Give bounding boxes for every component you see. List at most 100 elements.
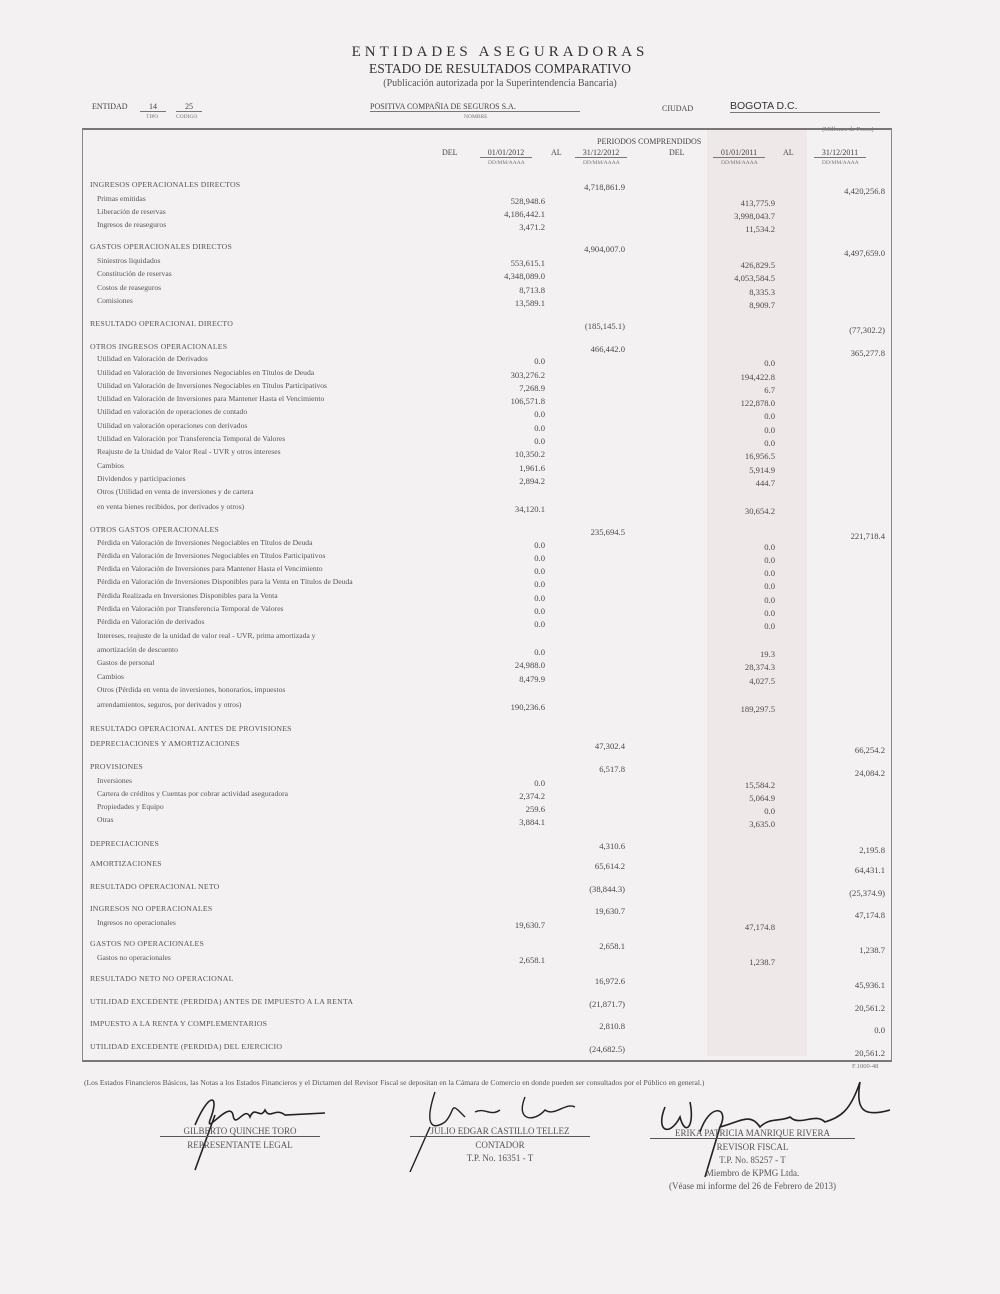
value-2012-total: 4,904,007.0 [584,244,625,254]
value-2012-total: 4,718,861.9 [584,182,625,192]
value-2011-detail: 0.0 [764,581,775,591]
section-label: RESULTADO OPERACIONAL ANTES DE PROVISION… [90,724,292,733]
value-2011-detail: 0.0 [764,542,775,552]
statement-table [82,128,892,1062]
p2-to: 31/12/2011 [814,148,866,158]
title-entidades: ENTIDADES ASEGURADORAS [351,44,649,60]
value-2012-detail: 3,471.2 [519,222,545,232]
value-2011-detail: 0.0 [764,608,775,618]
line-item-label: Pérdida en Valoración de Inversiones Neg… [97,538,313,547]
ciudad-label: CIUDAD [662,104,694,113]
line-item-label: Cambios [97,672,125,681]
entidad-codigo: 25 [176,102,202,112]
value-2011-detail: 0.0 [764,568,775,578]
section-label: OTROS GASTOS OPERACIONALES [90,525,219,534]
line-item-label: Cartera de créditos y Cuentas por cobrar… [97,789,289,798]
value-2012-detail: 0.0 [534,423,545,433]
sig3-role: REVISOR FISCAL [716,1142,789,1152]
section-label: INGRESOS OPERACIONALES DIRECTOS [90,180,241,189]
value-2011-total: 1,238.7 [859,945,885,955]
value-2011-detail: 5,064.9 [749,793,775,803]
value-2011-total: 365,277.8 [850,348,885,358]
value-2011-total: 4,420,256.8 [844,186,885,196]
value-2011-detail: 16,956.5 [744,451,775,461]
section-label: UTILIDAD EXCEDENTE (PERDIDA) DEL EJERCIC… [90,1042,283,1051]
title-estado: ESTADO DE RESULTADOS COMPARATIVO [369,61,631,76]
line-item-label: Pérdida en Valoración de derivados [97,617,205,626]
line-item-label: Otros (Utilidad en venta de inversiones … [97,487,254,496]
section-label: AMORTIZACIONES [90,859,162,868]
value-2011-detail: 122,878.0 [740,398,775,408]
value-2012-total: 19,630.7 [594,906,625,916]
value-2012-detail: 0.0 [534,579,545,589]
value-2011-detail: 413,775.9 [740,198,775,208]
line-item-label: Pérdida en Valoración de Inversiones Dis… [97,577,353,586]
value-2011-total: 2,195.8 [859,845,885,855]
section-label: DEPRECIACIONES [90,839,160,848]
al-label-2: AL [783,148,794,157]
value-2012-total: 47,302.4 [594,741,625,751]
value-2012-total: 16,972.6 [594,976,625,986]
value-2011-detail: 444.7 [755,478,775,488]
value-2012-detail: 13,589.1 [514,298,545,308]
entidad-tipo: 14 [140,102,166,112]
value-2011-detail: 0.0 [764,595,775,605]
line-item-label: Utilidad en Valoración de Derivados [97,354,208,363]
value-2012-detail: 0.0 [534,540,545,550]
value-2012-detail: 106,571.8 [510,396,545,406]
sig2-name: JULIO EDGAR CASTILLO TELLEZ [410,1126,590,1137]
value-2012-detail: 0.0 [534,356,545,366]
section-label: RESULTADO OPERACIONAL NETO [90,882,220,891]
value-2011-detail: 0.0 [764,806,775,816]
value-2011-detail: 189,297.5 [740,704,775,714]
value-2012-detail: 10,350.2 [514,449,545,459]
line-item-label: Propiedades y Equipo [97,802,164,811]
value-2012-total: 2,658.1 [599,941,625,951]
line-item-label: Dividendos y participaciones [97,474,186,483]
line-item-label: Utilidad en Valoración de Inversiones Ne… [97,368,315,377]
value-2012-detail: 0.0 [534,647,545,657]
value-2011-detail: 194,422.8 [740,372,775,382]
line-item-label: Reajuste de la Unidad de Valor Real - UV… [97,447,281,456]
value-2012-total: 65,614.2 [594,861,625,871]
p2-from-caption: DD/MM/AAAA [721,160,758,166]
line-item-label: Siniestros liquidados [97,256,161,265]
p2-from: 01/01/2011 [713,148,765,158]
value-2012-total: 235,694.5 [590,527,625,537]
value-2011-detail: 4,027.5 [749,676,775,686]
section-label: IMPUESTO A LA RENTA Y COMPLEMENTARIOS [90,1019,268,1028]
line-item-label: Utilidad en Valoración de Inversiones pa… [97,394,325,403]
sig3-firm: Miembro de KPMG Ltda. [705,1168,800,1178]
line-item-label: Pérdida en Valoración de Inversiones Neg… [97,551,326,560]
section-label: RESULTADO NETO NO OPERACIONAL [90,974,234,983]
del-label-1: DEL [442,148,458,157]
value-2011-detail: 426,829.5 [740,260,775,270]
value-2012-detail: 7,268.9 [519,383,545,393]
value-2011-detail: 8,909.7 [749,300,775,310]
value-2011-detail: 8,335.3 [749,287,775,297]
del-label-2: DEL [669,148,685,157]
value-2011-detail: 0.0 [764,438,775,448]
line-item-label: Constitución de reservas [97,269,172,278]
section-label: GASTOS OPERACIONALES DIRECTOS [90,242,232,251]
p1-from-caption: DD/MM/AAAA [488,160,525,166]
value-2011-detail: 19.3 [759,649,775,659]
line-item-label: Otros (Pérdida en venta de inversiones, … [97,685,286,694]
value-2012-detail: 0.0 [534,566,545,576]
value-2012-detail: 259.6 [525,804,545,814]
section-label: INGRESOS NO OPERACIONALES [90,904,213,913]
ciudad-value: BOGOTA D.C. [730,100,880,113]
value-2012-detail: 0.0 [534,593,545,603]
line-item-label: Pérdida Realizada en Inversiones Disponi… [97,591,278,600]
line-item-label: Cambios [97,461,125,470]
signature-legal-rep [194,1099,326,1171]
value-2011-total: 20,561.2 [854,1003,885,1013]
form-code: F.1000-48 [852,1063,879,1070]
p1-from: 01/01/2012 [480,148,532,158]
line-item-label: Utilidad en valoración de operaciones de… [97,407,248,416]
sig2-role: CONTADOR [475,1140,525,1150]
line-item-label: Ingresos no operacionales [97,918,176,927]
line-item-label: Gastos de personal [97,658,155,667]
value-2011-detail: 5,914.9 [749,465,775,475]
p1-to: 31/12/2012 [575,148,627,158]
